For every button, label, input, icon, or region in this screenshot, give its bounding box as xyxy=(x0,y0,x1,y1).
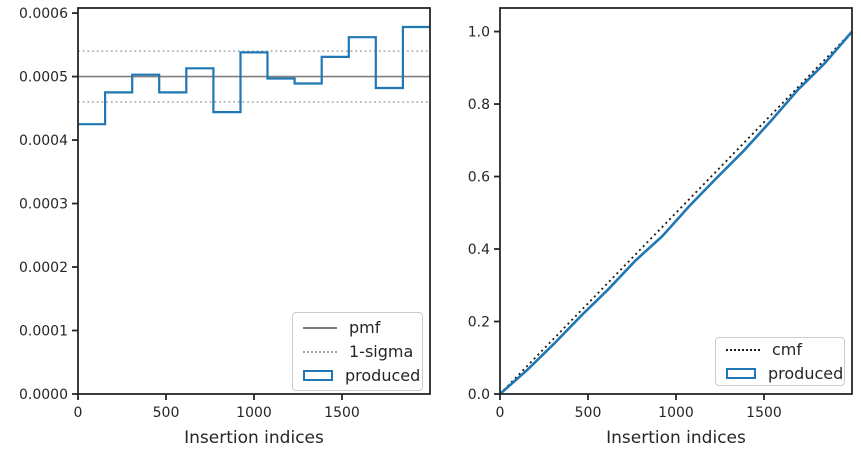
legend-label-pmf: pmf xyxy=(349,317,381,337)
legend-item-pmf: pmf xyxy=(303,318,412,338)
cmf-subplot: 0 500 1000 1500 0.0 0.2 0.4 0.6 0.8 1.0 Insertion … xyxy=(468,7,853,448)
x-tick-label: 0 xyxy=(74,405,83,421)
y-tick-label: 0.0005 xyxy=(19,70,68,86)
legend-cmf-subplot: cmf produced xyxy=(715,337,845,386)
x-axis-label: Insertion indices xyxy=(606,428,746,448)
x-tick-label: 500 xyxy=(153,405,180,421)
produced-step-curve xyxy=(78,25,430,126)
x-tick-label: 1500 xyxy=(324,405,360,421)
cmf-line-sample xyxy=(726,348,760,351)
legend-label-cmf: cmf xyxy=(772,339,803,359)
produced-rect-sample-right xyxy=(726,368,756,379)
y-tick-label: 0.0000 xyxy=(19,387,68,403)
y-tick-label: 1.0 xyxy=(468,25,490,41)
legend-item-produced-right: produced xyxy=(726,364,843,384)
y-tick-label: 0.0003 xyxy=(19,197,68,213)
legend-item-cmf: cmf xyxy=(726,340,834,360)
legend-item-1-sigma: 1-sigma xyxy=(303,341,414,362)
legend-pmf-subplot: pmf 1-sigma produced xyxy=(292,312,423,391)
y-tick-label: 0.6 xyxy=(468,170,490,186)
sigma-line-sample xyxy=(303,350,337,353)
x-tick-label: 1500 xyxy=(746,405,782,421)
y-tick-label: 0.0 xyxy=(468,387,490,403)
x-tick-label: 1000 xyxy=(658,405,694,421)
legend-label-produced: produced xyxy=(345,365,421,385)
y-tick-label: 0.0001 xyxy=(19,324,68,340)
x-tick-label: 500 xyxy=(575,405,602,421)
y-tick-label: 0.0002 xyxy=(19,260,68,276)
x-axis-label: Insertion indices xyxy=(184,428,324,448)
pmf-subplot: 0 500 1000 1500 0.0000 0.0001 0.0002 0.0003 0.00… xyxy=(19,6,431,448)
y-tick-label: 0.8 xyxy=(468,97,490,113)
pmf-line-sample xyxy=(303,326,337,329)
y-tick-label: 0.0004 xyxy=(19,133,68,149)
y-tick-label: 0.4 xyxy=(468,242,490,258)
x-tick-label: 1000 xyxy=(236,405,272,421)
legend-item-produced: produced xyxy=(303,366,420,386)
legend-label-produced-right: produced xyxy=(768,363,844,383)
x-tick-label: 0 xyxy=(496,405,505,421)
y-tick-label: 0.2 xyxy=(468,315,490,331)
y-tick-label: 0.0006 xyxy=(19,6,68,22)
produced-curve xyxy=(499,30,853,395)
legend-label-1-sigma: 1-sigma xyxy=(349,341,414,361)
produced-rect-sample xyxy=(303,370,333,381)
